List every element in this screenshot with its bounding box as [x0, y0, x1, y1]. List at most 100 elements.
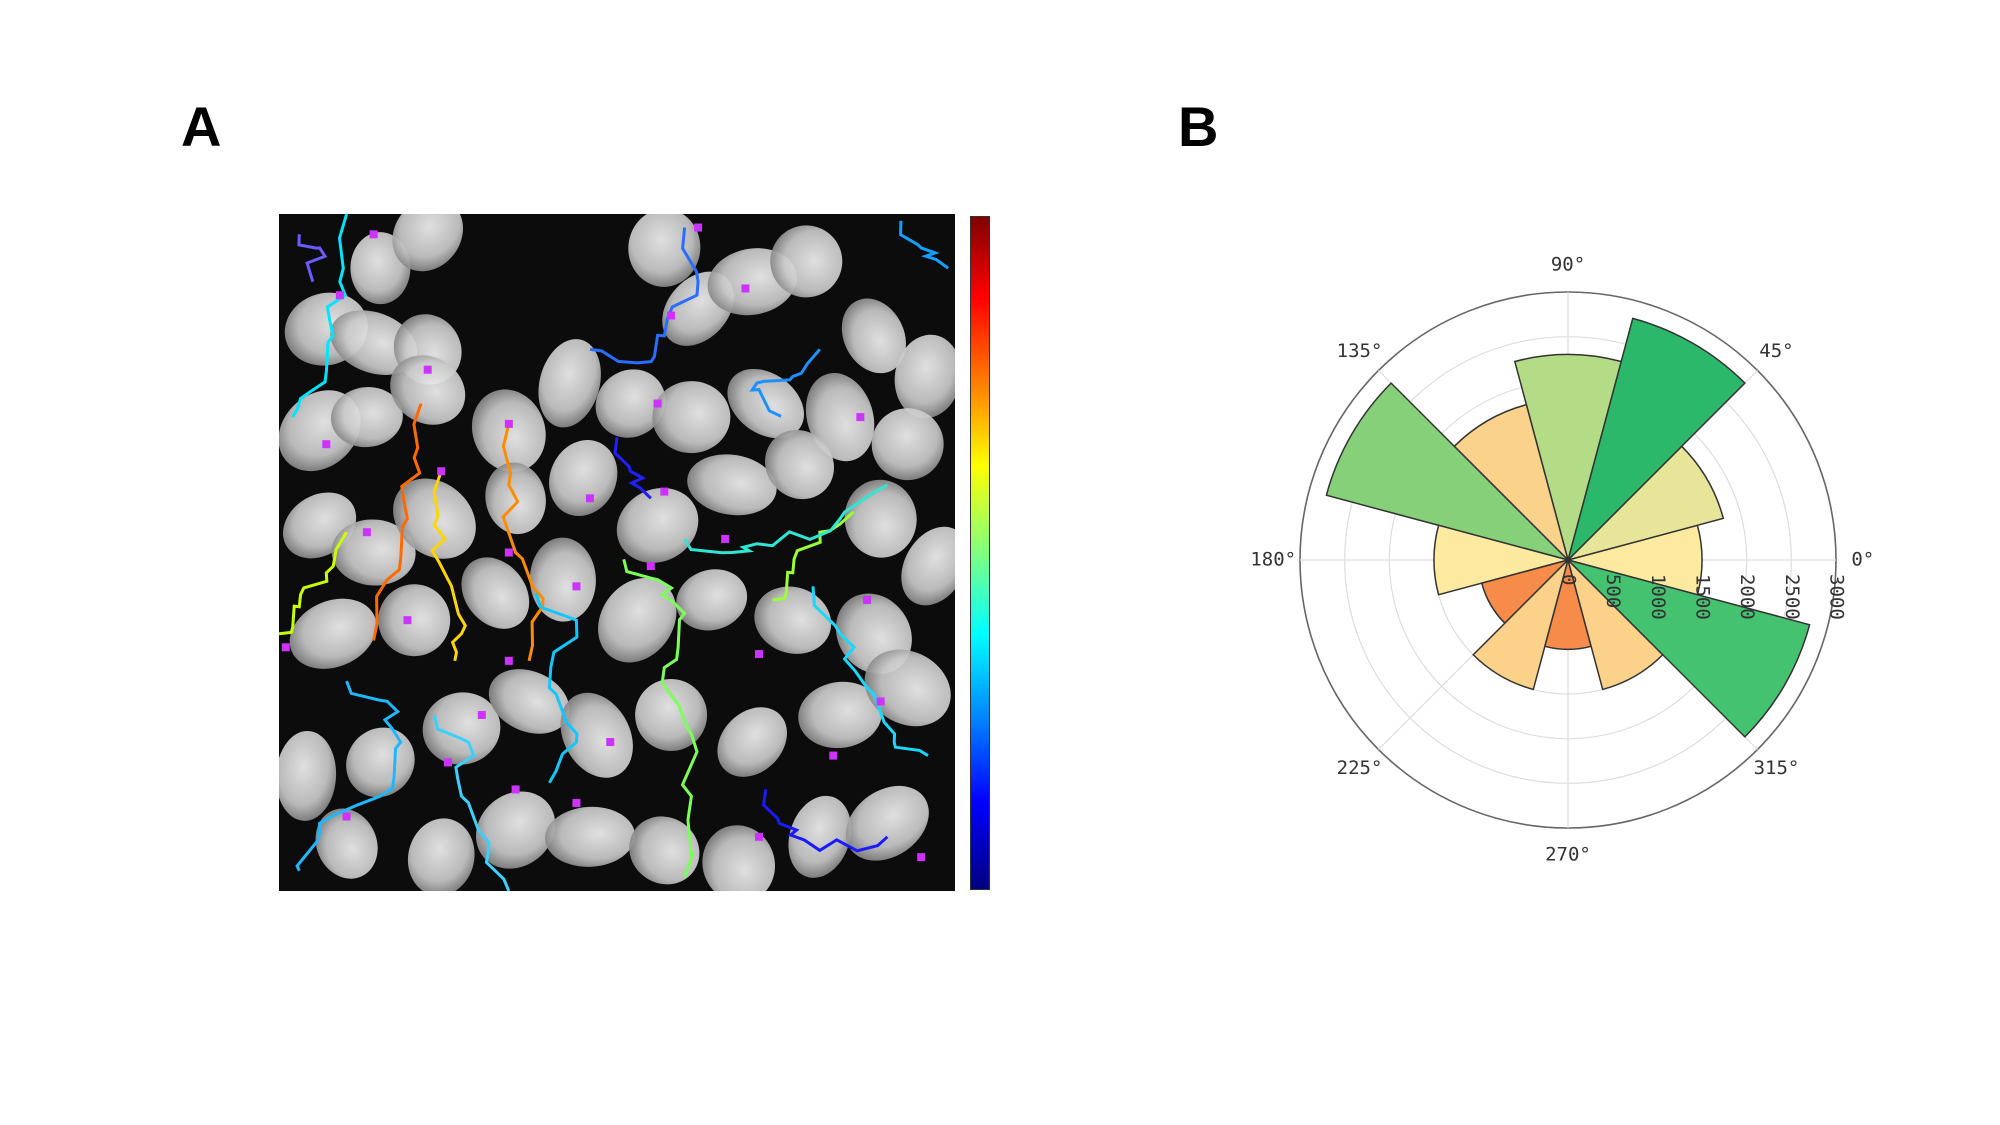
cell-track [762, 789, 889, 853]
polar-rose-chart: 0 500 1000 1500 2000 2500 3000 0° 45° 90° 135° 180°… [1210, 240, 1890, 880]
markers-layer [281, 223, 926, 862]
cell-nucleus [422, 692, 501, 765]
rose-bars [1325, 317, 1811, 738]
cell-centroid-marker [754, 650, 763, 659]
cell-nucleus [717, 707, 787, 777]
angle-tick-label: 135° [1337, 340, 1383, 362]
cell-track [613, 437, 652, 500]
cell-centroid-marker [511, 785, 520, 794]
cell-nucleus [407, 818, 475, 891]
cell-nucleus [798, 681, 882, 749]
cell-centroid-marker [572, 798, 581, 807]
cell-nucleus [652, 381, 731, 454]
cell-nucleus [461, 557, 530, 629]
cell-nucleus [595, 369, 666, 438]
cell-nucleus [331, 519, 416, 586]
cell-nucleus [894, 334, 955, 419]
cell-track [811, 586, 929, 757]
cell-track [622, 558, 699, 878]
cell-nucleus [845, 785, 929, 861]
cell-nucleus [392, 214, 464, 272]
cell-nucleus [635, 678, 708, 751]
angle-tick-label: 225° [1337, 757, 1383, 779]
cell-centroid-marker [504, 656, 513, 665]
cell-track [279, 531, 348, 636]
angle-tick-label: 315° [1754, 757, 1800, 779]
angle-tick-label: 270° [1545, 843, 1591, 865]
cell-centroid-marker [444, 758, 452, 767]
cell-centroid-marker [660, 487, 669, 496]
cell-nucleus [538, 339, 601, 428]
angle-tick-label: 45° [1759, 340, 1793, 362]
cell-track [291, 214, 349, 418]
cell-nucleus [378, 584, 451, 657]
cell-nucleus [765, 429, 835, 500]
cell-tracking-micrograph [279, 214, 955, 891]
radial-tick-label: 1500 [1692, 574, 1714, 620]
cell-centroid-marker [572, 582, 581, 591]
cell-centroid-marker [646, 562, 655, 571]
cell-centroid-marker [829, 751, 838, 760]
rose-bar [1566, 317, 1746, 563]
cell-track [297, 234, 328, 283]
cell-track [430, 470, 467, 662]
cell-nucleus [471, 389, 546, 472]
cell-nucleus [687, 454, 777, 516]
radial-tick-labels: 0 500 1000 1500 2000 2500 3000 [1558, 574, 1848, 620]
cell-nucleus [529, 537, 596, 622]
cell-track [683, 483, 889, 555]
cell-nucleus [676, 569, 748, 631]
cell-centroid-marker [437, 467, 446, 476]
angle-tick-label: 0° [1851, 549, 1874, 571]
cell-centroid-marker [754, 832, 763, 841]
cell-centroid-marker [585, 494, 594, 503]
cell-nucleus [330, 387, 403, 448]
cell-track [589, 227, 700, 365]
cell-centroid-marker [403, 616, 412, 625]
radial-tick-label: 1000 [1647, 574, 1669, 620]
cell-centroid-marker [369, 230, 378, 239]
cell-centroid-marker [856, 413, 865, 422]
cell-nucleus [629, 816, 700, 885]
cell-centroid-marker [342, 812, 351, 821]
cell-nucleus [544, 806, 635, 867]
cell-centroid-marker [667, 311, 676, 320]
cell-centroid-marker [335, 291, 344, 300]
cell-nucleus [754, 586, 832, 654]
rose-bar [1513, 353, 1623, 563]
tracks-layer [279, 214, 950, 891]
cell-track [534, 592, 579, 784]
cell-nucleus [616, 488, 699, 563]
cell-track [899, 220, 950, 270]
cell-track [749, 348, 821, 418]
cell-nucleus [289, 598, 377, 669]
angle-tick-labels: 0° 45° 90° 135° 180° 225° 270° 315° [1250, 254, 1874, 866]
cell-centroid-marker [863, 595, 872, 604]
cell-track [372, 403, 423, 641]
cell-centroid-marker [741, 284, 750, 293]
angle-tick-label: 180° [1250, 549, 1296, 571]
rose-bar [1565, 558, 1811, 738]
cell-nucleus [560, 692, 633, 778]
panel-label-b: B [1178, 95, 1219, 158]
radial-tick-label: 2500 [1781, 574, 1803, 620]
cell-nucleus [871, 408, 944, 481]
cell-nucleus [315, 808, 378, 879]
cell-centroid-marker [504, 548, 513, 557]
cell-nucleus [788, 795, 852, 878]
cell-centroid-marker [694, 223, 703, 232]
rose-bar [1325, 382, 1571, 562]
cell-track [501, 423, 545, 662]
cell-centroid-marker [322, 440, 331, 449]
cell-nucleus [702, 825, 776, 891]
cell-nucleus [393, 478, 476, 559]
cell-nucleus [628, 214, 701, 287]
radial-tick-label: 3000 [1826, 574, 1848, 620]
cell-centroid-marker [504, 419, 513, 428]
cell-track [433, 714, 511, 891]
cell-track [295, 680, 403, 872]
cell-centroid-marker [423, 365, 432, 374]
track-time-colorbar [970, 216, 990, 890]
cell-centroid-marker [362, 528, 371, 537]
